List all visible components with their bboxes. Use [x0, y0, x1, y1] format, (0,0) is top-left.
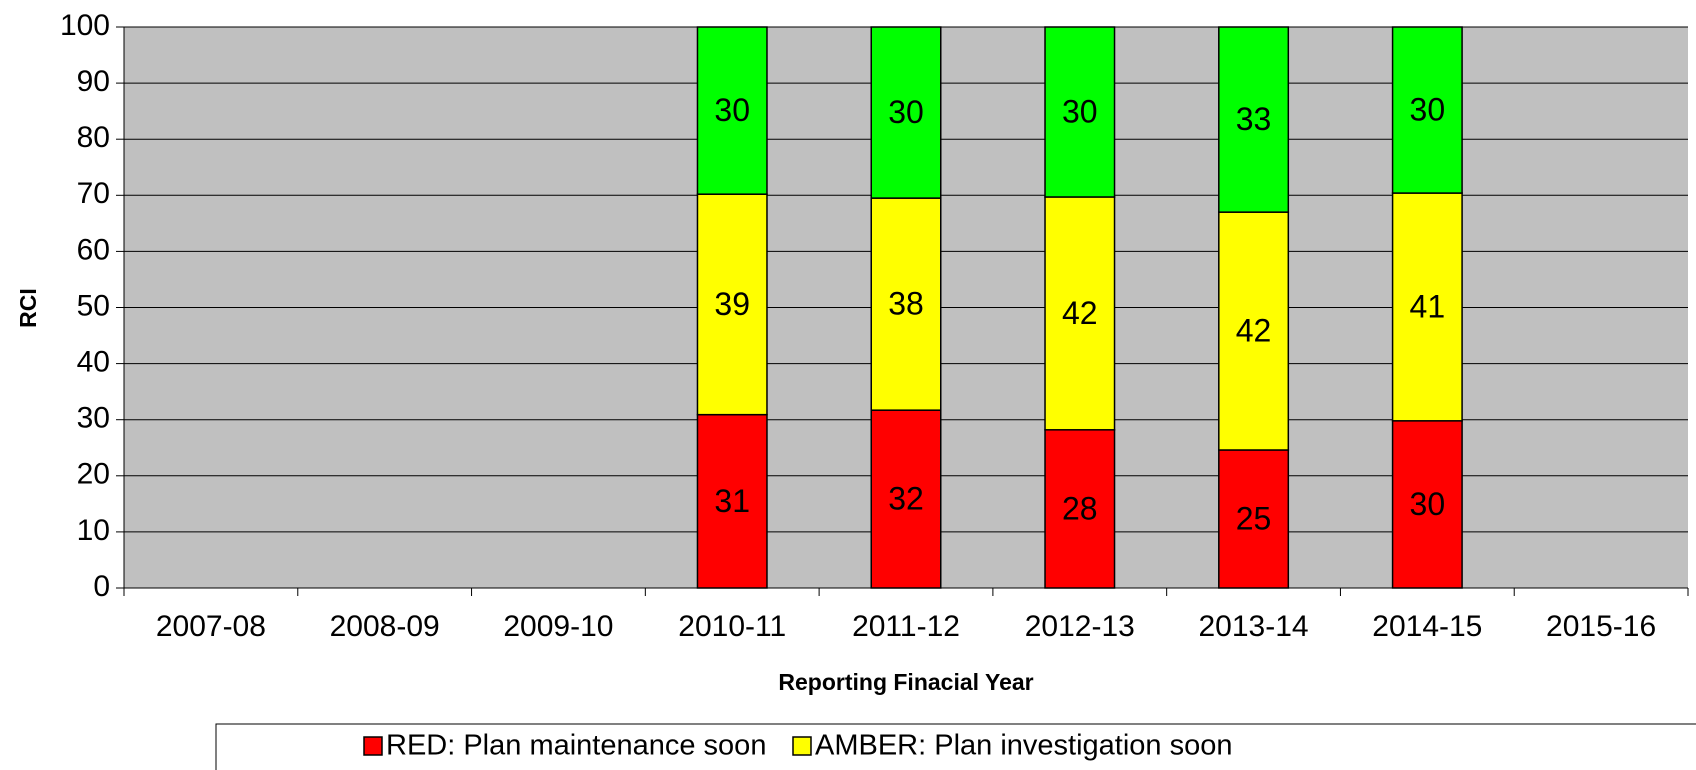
data-label: 30	[1062, 93, 1098, 129]
data-label: 25	[1236, 500, 1272, 536]
data-label: 32	[888, 481, 924, 517]
x-tick-label: 2013-14	[1199, 610, 1309, 643]
y-tick-label: 50	[77, 289, 110, 322]
x-axis-title: Reporting Finacial Year	[778, 669, 1033, 695]
data-label: 30	[888, 94, 924, 130]
bar-segment	[696, 413, 768, 589]
bar-segment	[870, 409, 942, 589]
legend-box	[215, 723, 1696, 770]
x-tick-label: 2007-08	[156, 610, 266, 643]
legend-swatch	[363, 736, 383, 756]
x-tick-label: 2011-12	[852, 610, 960, 643]
y-tick-label: 20	[77, 458, 110, 491]
bar-segment	[1391, 192, 1463, 422]
bar-segment	[870, 26, 942, 199]
bar-segment	[696, 26, 768, 195]
bar-segment	[696, 193, 768, 416]
y-tick-label: 60	[77, 233, 110, 266]
y-tick-label: 90	[77, 65, 110, 98]
y-axis-title: RCI	[15, 288, 41, 328]
x-tick-label: 2009-10	[503, 610, 613, 643]
bar-segment	[1044, 429, 1116, 589]
bar-segment	[1044, 196, 1116, 431]
legend-swatch	[792, 736, 812, 756]
data-label: 42	[1062, 295, 1098, 331]
x-tick-label: 2008-09	[330, 610, 440, 643]
data-label: 30	[1410, 91, 1446, 127]
y-tick-label: 10	[77, 514, 110, 547]
y-tick-label: 80	[77, 121, 110, 154]
data-label: 33	[1236, 101, 1272, 137]
data-label: 30	[714, 92, 750, 128]
bar-segment	[1218, 211, 1290, 451]
bar-segment	[1044, 26, 1116, 198]
x-tick-label: 2015-16	[1546, 610, 1656, 643]
bar-segment	[870, 197, 942, 411]
data-label: 41	[1410, 288, 1446, 324]
data-label: 28	[1062, 490, 1098, 526]
data-label: 31	[714, 483, 750, 519]
x-tick-label: 2010-11	[678, 610, 786, 643]
data-label: 30	[1410, 486, 1446, 522]
y-tick-label: 40	[77, 346, 110, 379]
data-label: 38	[888, 286, 924, 322]
data-label: 42	[1236, 313, 1272, 349]
y-tick-label: 100	[60, 9, 110, 42]
legend-label: AMBER: Plan investigation soon	[815, 730, 1233, 762]
bar-segment	[1391, 26, 1463, 194]
y-tick-label: 30	[77, 402, 110, 435]
data-label: 39	[714, 286, 750, 322]
bar-segment	[1391, 420, 1463, 589]
bar-segment	[1218, 26, 1290, 213]
legend-label: RED: Plan maintenance soon	[386, 730, 766, 762]
x-tick-label: 2014-15	[1372, 610, 1482, 643]
y-tick-label: 70	[77, 177, 110, 210]
y-tick-label: 0	[93, 570, 110, 603]
x-tick-label: 2012-13	[1025, 610, 1135, 643]
